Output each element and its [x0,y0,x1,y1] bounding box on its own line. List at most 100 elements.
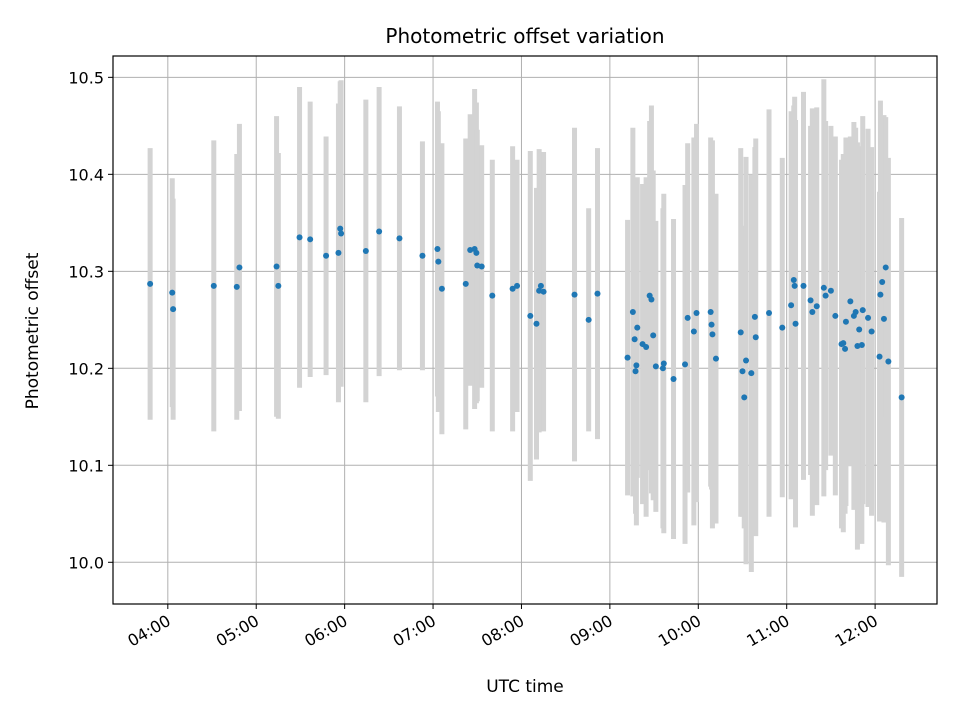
data-point [489,292,496,299]
data-point [419,252,426,259]
data-point [743,357,750,364]
data-point [820,284,827,291]
data-point [684,314,691,321]
data-point [792,320,799,327]
data-point [709,331,716,338]
data-point [751,313,758,320]
data-point [879,278,886,285]
data-point [779,324,786,331]
data-point [842,345,849,352]
data-point [650,332,657,339]
data-point [509,285,516,292]
data-point [296,234,303,241]
data-point [791,282,798,289]
data-point [585,316,592,323]
data-point [648,296,655,303]
data-point [335,249,342,256]
data-point [877,291,884,298]
data-point [652,363,659,370]
data-point [832,312,839,319]
data-point [659,365,666,372]
data-point [856,326,863,333]
data-point [858,342,865,349]
data-point [852,309,859,316]
data-point [594,290,601,297]
data-point [809,309,816,316]
data-point [396,235,403,242]
data-point [362,247,369,254]
data-point [337,225,344,232]
y-tick-label: 10.0 [68,553,104,572]
grid [113,56,937,604]
plot-frame [112,55,938,605]
data-point [788,302,795,309]
data-point [273,263,280,270]
data-point [752,334,759,341]
data-points [147,225,905,401]
chart-title: Photometric offset variation [385,24,664,48]
data-point [739,368,746,375]
data-point [847,298,854,305]
data-point [170,306,177,313]
data-point [633,362,640,369]
data-point [435,258,442,265]
y-tick-label: 10.2 [68,359,104,378]
y-tick-label: 10.4 [68,165,104,184]
data-point [634,324,641,331]
data-point [748,370,755,377]
data-point [527,312,534,319]
data-point [338,230,345,237]
data-point [660,360,667,367]
data-point [514,282,521,289]
data-point [323,252,330,259]
data-point [737,329,744,336]
data-point [533,320,540,327]
data-point [571,291,578,298]
y-axis-label: Photometric offset [23,252,43,409]
data-point [712,355,719,362]
data-point [376,228,383,235]
data-point [741,394,748,401]
data-point [880,315,887,322]
data-point [842,318,849,325]
data-point [859,307,866,314]
data-point [473,249,480,256]
data-point [885,358,892,365]
data-point [210,282,217,289]
data-point [790,277,797,284]
data-point [807,297,814,304]
data-point [840,340,847,347]
data-point [708,321,715,328]
data-point [670,375,677,382]
data-point [766,310,773,317]
y-tick-label: 10.5 [68,68,104,87]
y-tick-label: 10.1 [68,456,104,475]
data-point [478,263,485,270]
data-point [169,289,176,296]
data-point [624,354,631,361]
y-axis-ticks: 10.0 10.1 10.2 10.3 10.4 10.5 [68,68,113,572]
data-point [629,309,636,316]
data-point [537,282,544,289]
data-point [632,368,639,375]
data-point [868,328,875,335]
data-point [147,280,154,287]
data-point [540,288,547,295]
data-point [438,285,445,292]
data-point [233,283,240,290]
data-point [682,361,689,368]
data-point [882,264,889,271]
data-point [898,394,905,401]
data-point [707,309,714,316]
data-point [822,292,829,299]
x-axis-label: UTC time [486,677,564,697]
data-point [434,246,441,253]
data-point [690,328,697,335]
data-point [865,314,872,321]
data-point [876,353,883,360]
data-point [275,282,282,289]
y-tick-label: 10.3 [68,262,104,281]
data-point [693,310,700,317]
data-point [643,343,650,350]
